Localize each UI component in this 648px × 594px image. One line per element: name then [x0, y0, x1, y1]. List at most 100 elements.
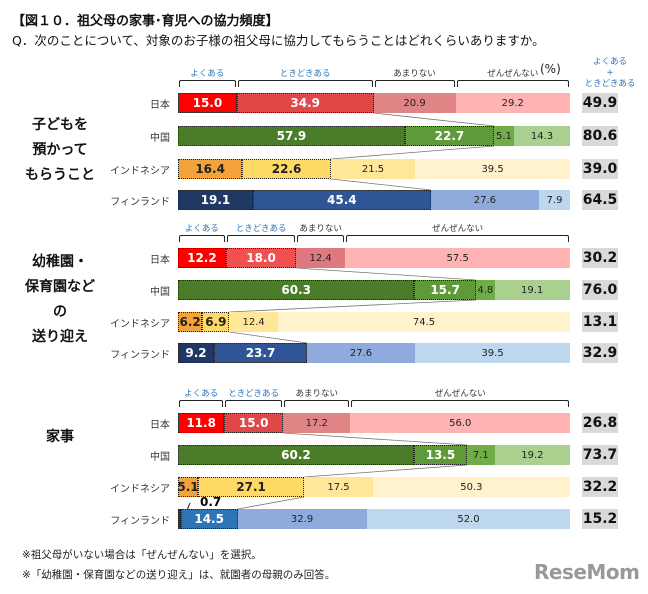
legend-label: あまりない [393, 69, 436, 79]
group-label: 幼稚園・ 保育園などの送り迎え [10, 250, 110, 350]
legend-label: ときどきある [235, 224, 287, 234]
legend-label: あまりない [299, 224, 342, 234]
bar-segment: 57.5 [344, 248, 571, 268]
sum-header-line: + [606, 68, 614, 78]
country-label: 中国 [150, 452, 170, 463]
legend-bracket [237, 80, 373, 87]
bar-segment: 7.1 [466, 445, 495, 465]
bar-segment: 23.7 [214, 343, 307, 363]
resemom-logo: ReseMom [534, 560, 640, 584]
sum-value: 80.6 [582, 126, 618, 146]
bar-segment: 12.4 [229, 312, 278, 332]
bar-segment: 12.4 [296, 248, 345, 268]
group-label-line: 子どもを [32, 116, 88, 133]
legend-label: よくある [190, 69, 225, 79]
country-label: 日本 [150, 420, 170, 431]
connector-line [237, 496, 305, 510]
bar-segment: 27.6 [430, 190, 540, 210]
bar-segment: 19.1 [494, 280, 570, 300]
bar-segment: 52.0 [366, 509, 571, 529]
connector-line [304, 464, 467, 478]
bar-segment: 18.0 [225, 248, 297, 268]
bar-segment: 21.5 [330, 159, 416, 179]
legend-bracket [179, 400, 224, 407]
bar-segment: 57.9 [178, 126, 405, 146]
bar-segment: 12.2 [178, 248, 226, 268]
sum-value: 73.7 [582, 445, 618, 465]
bar-segment: 29.2 [455, 93, 570, 113]
group-label-line: 家事 [46, 428, 74, 445]
legend-label: よくある [184, 389, 219, 399]
country-label: インドネシア [110, 484, 170, 495]
sum-value: 39.0 [582, 159, 618, 179]
legend-label: ぜんぜんない [432, 224, 484, 234]
sum-column-header: よくある + ときどきある [572, 57, 648, 90]
footnote: ※「幼稚園・保育園などの送り迎え」は、就園者の母親のみ回答。 [22, 569, 336, 581]
country-label: 日本 [150, 100, 170, 111]
bar-segment: 15.0 [178, 93, 237, 113]
bar-segment: 22.7 [404, 126, 494, 146]
legend-label: ときどきある [279, 69, 331, 79]
sum-value: 32.9 [582, 343, 618, 363]
bar-segment-callout: 0.7 [200, 495, 222, 509]
bar-segment: 60.3 [178, 280, 415, 300]
legend-label: あまりない [295, 389, 339, 399]
legend-bracket [374, 80, 455, 87]
bar-segment: 15.7 [414, 280, 476, 300]
sum-value: 26.8 [582, 413, 618, 433]
connector-line [229, 331, 308, 344]
bar-segment: 6.9 [202, 312, 230, 332]
bar-segment: 16.4 [178, 159, 243, 179]
bar-segment: 74.5 [277, 312, 570, 332]
legend-bracket [226, 235, 296, 242]
group-label: 家事 [10, 425, 110, 450]
bar-segment: 27.6 [306, 343, 416, 363]
bar-segment: 39.5 [415, 343, 570, 363]
bar-segment: 7.9 [539, 190, 570, 210]
legend-bracket [351, 400, 569, 407]
bar-segment: 17.2 [283, 413, 351, 433]
bar-segment: 4.8 [475, 280, 495, 300]
sum-header-line: ときどきある [584, 79, 636, 89]
sum-value: 32.2 [582, 477, 618, 497]
bar-segment: 50.3 [372, 477, 570, 497]
chart-title: 【図１０．祖父母の家事･育児への協力頻度】 [12, 14, 279, 29]
legend-bracket [179, 235, 225, 242]
legend-bracket [297, 235, 344, 242]
sum-value: 64.5 [582, 190, 618, 210]
connector-line [283, 432, 467, 446]
connector-line [373, 112, 494, 127]
bar-segment: 14.5 [180, 509, 238, 529]
group-label-line: 預かって [32, 141, 88, 158]
country-label: フィンランド [110, 197, 170, 208]
bar-segment: 60.2 [178, 445, 414, 465]
bar-segment: 32.9 [237, 509, 367, 529]
bar-segment: 19.1 [178, 190, 253, 210]
group-label-line: 幼稚園・ [32, 254, 88, 270]
connector-line [330, 145, 494, 160]
group-label: 子どもを預かってもらうこと [10, 113, 110, 188]
connector-line [296, 267, 476, 281]
legend-label: ときどきある [228, 389, 280, 399]
legend-bracket [345, 235, 570, 242]
survey-question: Q．次のことについて、対象のお子様の祖父母に協力してもらうことはどれくらいありま… [12, 33, 545, 48]
group-label-line: もらうこと [25, 166, 95, 183]
country-label: 日本 [150, 255, 170, 266]
bar-segment: 20.9 [373, 93, 456, 113]
bar-segment: 45.4 [252, 190, 431, 210]
sum-value: 49.9 [582, 93, 618, 113]
bar-segment: 9.2 [178, 343, 215, 363]
bar-segment: 5.1 [493, 126, 514, 146]
connector-line [229, 299, 476, 313]
country-label: フィンランド [110, 516, 170, 527]
legend-label: よくある [184, 224, 219, 234]
bar-segment: 56.0 [350, 413, 570, 433]
sum-value: 30.2 [582, 248, 618, 268]
country-label: フィンランド [110, 350, 170, 361]
country-label: インドネシア [110, 319, 170, 330]
bar-segment: 15.0 [224, 413, 284, 433]
bar-segment: 34.9 [236, 93, 374, 113]
country-label: インドネシア [110, 166, 170, 177]
